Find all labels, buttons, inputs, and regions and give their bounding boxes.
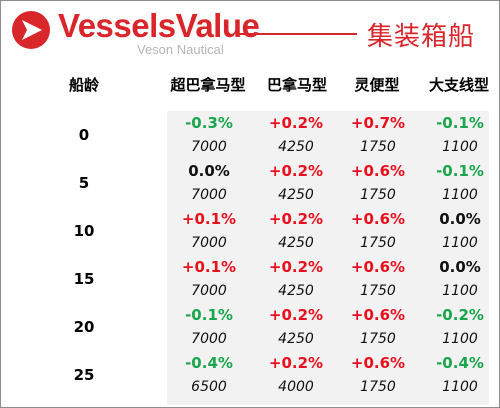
value-cell: 4250: [278, 187, 314, 203]
column-header-feeder: 大支线型: [428, 76, 489, 94]
value-cell: 4250: [278, 139, 314, 155]
column-header-post-panamax: 超巴拿马型: [170, 76, 246, 94]
brand-subtitle: Veson Nautical: [137, 42, 224, 57]
change-cell: -0.3%: [185, 114, 233, 132]
change-cell: -0.1%: [436, 114, 484, 132]
data-area-background: [167, 111, 489, 405]
change-cell: +0.7%: [350, 114, 406, 132]
change-cell: -0.2%: [436, 306, 484, 324]
page-title: 集装箱船: [367, 22, 476, 52]
brand-name: VesselsValue: [58, 7, 260, 44]
change-cell: +0.6%: [350, 162, 406, 180]
age-cell: 20: [73, 318, 95, 336]
age-cell: 10: [73, 222, 95, 240]
change-cell: +0.2%: [268, 114, 324, 132]
change-cell: +0.1%: [181, 210, 237, 228]
value-cell: 1750: [360, 235, 396, 251]
value-cell: 4000: [278, 379, 314, 395]
value-cell: 1750: [360, 283, 396, 299]
value-cell: 7000: [191, 139, 227, 155]
change-cell: +0.2%: [268, 210, 324, 228]
value-cell: 1100: [442, 331, 478, 347]
value-cell: 7000: [191, 331, 227, 347]
column-header-panamax: 巴拿马型: [266, 76, 327, 94]
change-cell: +0.2%: [268, 258, 324, 276]
value-cell: 6500: [191, 379, 227, 395]
value-cell: 1100: [442, 379, 478, 395]
value-cell: 1100: [442, 187, 478, 203]
value-cell: 1100: [442, 139, 478, 155]
value-cell: 4250: [278, 235, 314, 251]
age-cell: 5: [78, 174, 90, 192]
value-cell: 7000: [191, 187, 227, 203]
change-cell: 0.0%: [439, 210, 481, 228]
value-cell: 1750: [360, 379, 396, 395]
column-header-handy: 灵便型: [354, 76, 400, 94]
change-cell: +0.6%: [350, 354, 406, 372]
change-cell: -0.4%: [436, 354, 484, 372]
change-cell: 0.0%: [439, 258, 481, 276]
value-cell: 4250: [278, 331, 314, 347]
change-cell: -0.4%: [185, 354, 233, 372]
value-cell: 7000: [191, 283, 227, 299]
age-cell: 25: [73, 366, 95, 384]
column-headers: 船龄 超巴拿马型 巴拿马型 灵便型 大支线型: [1, 74, 500, 104]
age-cell: 15: [73, 270, 95, 288]
value-cell: 4250: [278, 283, 314, 299]
value-cell: 1750: [360, 331, 396, 347]
value-cell: 7000: [191, 235, 227, 251]
value-cell: 1750: [360, 139, 396, 155]
change-cell: +0.6%: [350, 210, 406, 228]
value-cell: 1100: [442, 235, 478, 251]
change-cell: 0.0%: [188, 162, 230, 180]
header-divider: [239, 33, 357, 35]
change-cell: +0.2%: [268, 306, 324, 324]
change-cell: +0.2%: [268, 162, 324, 180]
age-cell: 0: [78, 126, 90, 144]
change-cell: -0.1%: [185, 306, 233, 324]
change-cell: +0.6%: [350, 258, 406, 276]
change-cell: +0.2%: [268, 354, 324, 372]
change-cell: +0.1%: [181, 258, 237, 276]
vesselsvalue-logo-icon: [12, 11, 50, 49]
value-cell: 1750: [360, 187, 396, 203]
column-header-age: 船龄: [68, 76, 99, 94]
change-cell: -0.1%: [436, 162, 484, 180]
value-cell: 1100: [442, 283, 478, 299]
change-cell: +0.6%: [350, 306, 406, 324]
